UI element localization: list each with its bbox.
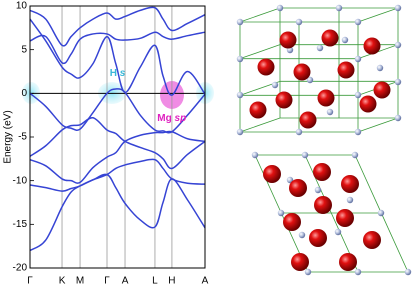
mg-atom [336, 209, 354, 227]
mg-atom [263, 165, 281, 183]
h-atom [394, 114, 402, 122]
mg-atom [299, 111, 317, 129]
mg-atom [283, 213, 301, 231]
mg-atom [293, 63, 311, 81]
x-tick-label: Γ [104, 276, 110, 287]
h-atom [271, 81, 279, 89]
h-atom [394, 4, 402, 12]
y-tick-label: 5 [21, 44, 27, 55]
band-line [29, 117, 206, 170]
h-atom [377, 209, 385, 217]
h-atom [354, 128, 362, 136]
annotation: H s [110, 68, 126, 79]
h-atom [404, 268, 412, 276]
h-atom [276, 4, 284, 12]
h-atom [306, 76, 314, 84]
band-line [29, 6, 206, 47]
mg-atom [359, 95, 377, 113]
cell-edge [357, 7, 399, 23]
band-line [29, 88, 206, 134]
mg-atom [341, 175, 359, 193]
y-tick-label: 0 [21, 88, 27, 99]
plot-frame [29, 5, 206, 269]
h-atom [394, 41, 402, 49]
y-tick-label: -10 [13, 175, 28, 186]
mg-atom [317, 89, 335, 107]
highlights [22, 81, 214, 109]
h-atom [251, 151, 259, 159]
h-atom [236, 55, 244, 63]
y-tick-label: -5 [18, 132, 27, 143]
mg-atom [257, 58, 275, 76]
mg-atom [291, 253, 309, 271]
band-line [29, 158, 206, 192]
annotation-element: Mg [157, 112, 171, 123]
h-atom [295, 128, 303, 136]
x-tick-label: K [59, 276, 66, 287]
h-atom [354, 268, 362, 276]
mg-atom [313, 163, 331, 181]
h-atom [346, 196, 354, 204]
y-tick-label: -15 [13, 219, 28, 230]
mg-atom [275, 91, 293, 109]
h-atom [394, 78, 402, 86]
h-atom [326, 108, 334, 116]
mg-atom [289, 179, 307, 197]
h-atom [304, 268, 312, 276]
h-atom [335, 4, 343, 12]
h-atom [236, 128, 244, 136]
h-atom [351, 151, 359, 159]
h-atom [298, 231, 306, 239]
x-tick-label: Γ [27, 276, 33, 287]
y-axis-label: Energy (eV) [3, 110, 14, 163]
y-tick-label: -20 [13, 263, 28, 274]
x-tick-label: A [122, 276, 129, 287]
mg-atom [339, 253, 357, 271]
h-atom [236, 91, 244, 99]
annotation-orbital: sp [175, 112, 187, 123]
x-tick-label: H [168, 276, 175, 287]
h-atom [354, 55, 362, 63]
mg-atom [337, 61, 355, 79]
annotation: Mg sp [157, 112, 186, 123]
h-atom [354, 18, 362, 26]
cell-edge [239, 7, 281, 23]
cell-edge [239, 117, 281, 133]
x-tick-label: M [76, 276, 84, 287]
h-atom [277, 209, 285, 217]
h-atom [301, 151, 309, 159]
h-atom [334, 228, 342, 236]
cell-edge [357, 117, 399, 133]
mg-atom [314, 196, 332, 214]
band-line [29, 130, 206, 184]
mg-atom [279, 31, 297, 49]
h-atom [376, 64, 384, 72]
annotation-element: H [110, 68, 117, 79]
cell-edge [239, 44, 281, 60]
annotation-orbital: s [120, 68, 126, 79]
h-atom [295, 18, 303, 26]
mg-atom [363, 37, 381, 55]
mg-atom [249, 101, 267, 119]
band-line [29, 31, 206, 65]
x-tick-label: L [152, 276, 158, 287]
mg-atom [309, 229, 327, 247]
mg-atom [363, 231, 381, 249]
mg-atom [321, 29, 339, 47]
h-atom [341, 36, 349, 44]
y-tick-label: 10 [16, 1, 28, 12]
h-atom [314, 186, 322, 194]
h-atom [316, 44, 324, 52]
band-line [29, 173, 206, 252]
h-atom [286, 176, 294, 184]
h-atom [354, 91, 362, 99]
mg-atom [373, 81, 391, 99]
crystal-structures [236, 4, 412, 276]
x-tick-label: A [202, 276, 209, 287]
h-atom [236, 18, 244, 26]
band-line [29, 18, 206, 96]
